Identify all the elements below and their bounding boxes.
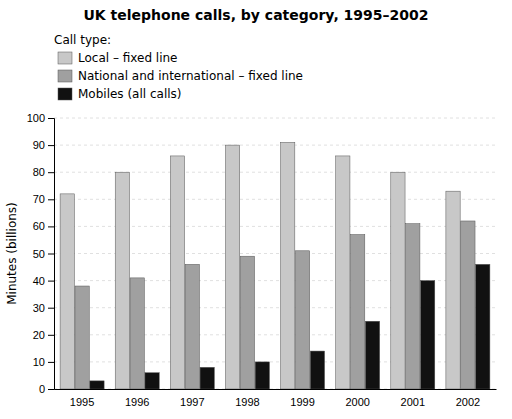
bar — [185, 264, 199, 389]
bar — [255, 362, 269, 389]
y-tick: 100 — [27, 112, 54, 124]
x-axis: 1995 1996 1997 1998 1999 2000 2001 2002 — [55, 390, 497, 408]
bar — [421, 281, 435, 389]
bar — [60, 194, 74, 389]
y-tick-mark — [48, 308, 54, 309]
y-tick-label: 100 — [27, 112, 45, 124]
y-tick-mark — [48, 145, 54, 146]
bar — [240, 256, 254, 389]
legend-swatch — [58, 52, 72, 64]
y-axis: 0 10 20 30 40 50 60 70 80 90 100 — [27, 112, 55, 395]
grid — [54, 118, 496, 389]
legend-title: Call type: — [54, 33, 111, 47]
y-tick-label: 10 — [33, 356, 45, 368]
x-tick-label: 1996 — [125, 396, 149, 408]
bar — [75, 286, 89, 389]
x-tick: 2002 — [456, 396, 480, 408]
bar — [461, 221, 475, 389]
grid-line — [54, 145, 496, 146]
y-tick: 0 — [39, 383, 54, 395]
legend-item: Local – fixed line — [58, 51, 178, 65]
y-tick-label: 50 — [33, 248, 45, 260]
chart: UK telephone calls, by category, 1995–20… — [0, 0, 512, 419]
y-tick: 30 — [33, 302, 54, 314]
y-tick-mark — [48, 199, 54, 200]
y-tick: 20 — [33, 329, 54, 341]
x-tick: 2000 — [345, 396, 369, 408]
bar — [476, 264, 490, 389]
legend-label: National and international – fixed line — [78, 69, 303, 83]
x-tick-label: 1995 — [70, 396, 94, 408]
bar — [90, 381, 104, 389]
bar — [336, 156, 350, 389]
legend-item: Mobiles (all calls) — [58, 87, 182, 101]
x-tick: 2001 — [401, 396, 425, 408]
x-tick-label: 1997 — [180, 396, 204, 408]
bar — [281, 142, 295, 389]
x-tick-label: 1998 — [235, 396, 259, 408]
y-tick-label: 90 — [33, 139, 45, 151]
legend: Call type: Local – fixed line National and… — [54, 33, 303, 101]
y-tick-label: 60 — [33, 220, 45, 232]
y-tick-mark — [48, 362, 54, 363]
bar — [391, 172, 405, 389]
bar — [200, 367, 214, 389]
x-tick: 1997 — [180, 396, 204, 408]
bar — [351, 235, 365, 389]
y-tick: 90 — [33, 139, 54, 151]
legend-item: National and international – fixed line — [58, 69, 303, 83]
y-tick: 70 — [33, 193, 54, 205]
legend-swatch — [58, 70, 72, 82]
y-tick-mark — [48, 389, 54, 390]
x-tick: 1996 — [125, 396, 149, 408]
y-tick-label: 70 — [33, 193, 45, 205]
y-axis-line — [48, 119, 55, 390]
y-tick-label: 20 — [33, 329, 45, 341]
y-tick-mark — [48, 335, 54, 336]
y-tick-mark — [48, 281, 54, 282]
x-tick: 1998 — [235, 396, 259, 408]
y-tick-label: 40 — [33, 275, 45, 287]
y-tick-mark — [48, 254, 54, 255]
bar — [446, 191, 460, 389]
bar — [170, 156, 184, 389]
title: UK telephone calls, by category, 1995–20… — [83, 7, 428, 23]
y-tick: 80 — [33, 166, 54, 178]
bar — [365, 321, 379, 389]
legend-label: Mobiles (all calls) — [78, 87, 182, 101]
bar-series — [60, 142, 460, 389]
bar — [115, 172, 129, 389]
bar-series — [90, 264, 490, 389]
legend-swatch — [58, 88, 72, 100]
bar — [145, 373, 159, 389]
x-tick: 1995 — [70, 396, 94, 408]
y-tick: 10 — [33, 356, 54, 368]
y-tick-mark — [48, 226, 54, 227]
bar-series — [75, 221, 475, 389]
y-tick-mark — [48, 172, 54, 173]
bar — [295, 251, 309, 389]
x-tick-label: 2000 — [345, 396, 369, 408]
x-axis-line — [55, 389, 497, 390]
grid-line — [54, 118, 496, 119]
y-tick: 60 — [33, 220, 54, 232]
x-tick-label: 1999 — [290, 396, 314, 408]
bar — [406, 224, 420, 389]
y-tick-label: 30 — [33, 302, 45, 314]
x-tick-label: 2002 — [456, 396, 480, 408]
y-tick-label: 80 — [33, 166, 45, 178]
x-tick: 1999 — [290, 396, 314, 408]
y-axis-title: Minutes (billions) — [5, 202, 19, 305]
bar — [225, 145, 239, 389]
bar — [130, 278, 144, 389]
y-tick-mark — [48, 118, 54, 119]
x-tick-label: 2001 — [401, 396, 425, 408]
y-tick: 50 — [33, 248, 54, 260]
y-tick: 40 — [33, 275, 54, 287]
legend-label: Local – fixed line — [78, 51, 178, 65]
y-tick-label: 0 — [39, 383, 45, 395]
bar — [310, 351, 324, 389]
bars — [60, 142, 490, 389]
